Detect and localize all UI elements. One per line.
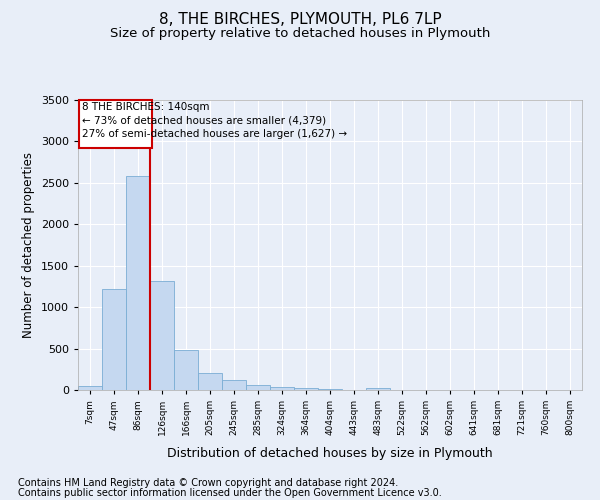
Text: Contains public sector information licensed under the Open Government Licence v3: Contains public sector information licen… — [18, 488, 442, 498]
Text: 8, THE BIRCHES, PLYMOUTH, PL6 7LP: 8, THE BIRCHES, PLYMOUTH, PL6 7LP — [158, 12, 442, 28]
Bar — [102, 289, 126, 390]
Bar — [150, 282, 174, 390]
X-axis label: Distribution of detached houses by size in Plymouth: Distribution of detached houses by size … — [167, 446, 493, 460]
FancyBboxPatch shape — [79, 100, 152, 148]
Bar — [222, 380, 246, 390]
Y-axis label: Number of detached properties: Number of detached properties — [22, 152, 35, 338]
Bar — [78, 386, 102, 390]
Bar — [294, 388, 318, 390]
Text: Size of property relative to detached houses in Plymouth: Size of property relative to detached ho… — [110, 28, 490, 40]
Bar — [366, 388, 390, 390]
Bar — [126, 176, 150, 390]
Bar — [174, 350, 198, 390]
Bar — [246, 385, 270, 390]
Text: 8 THE BIRCHES: 140sqm
← 73% of detached houses are smaller (4,379)
27% of semi-d: 8 THE BIRCHES: 140sqm ← 73% of detached … — [82, 102, 347, 139]
Bar — [198, 374, 222, 390]
Bar — [270, 386, 294, 390]
Text: Contains HM Land Registry data © Crown copyright and database right 2024.: Contains HM Land Registry data © Crown c… — [18, 478, 398, 488]
